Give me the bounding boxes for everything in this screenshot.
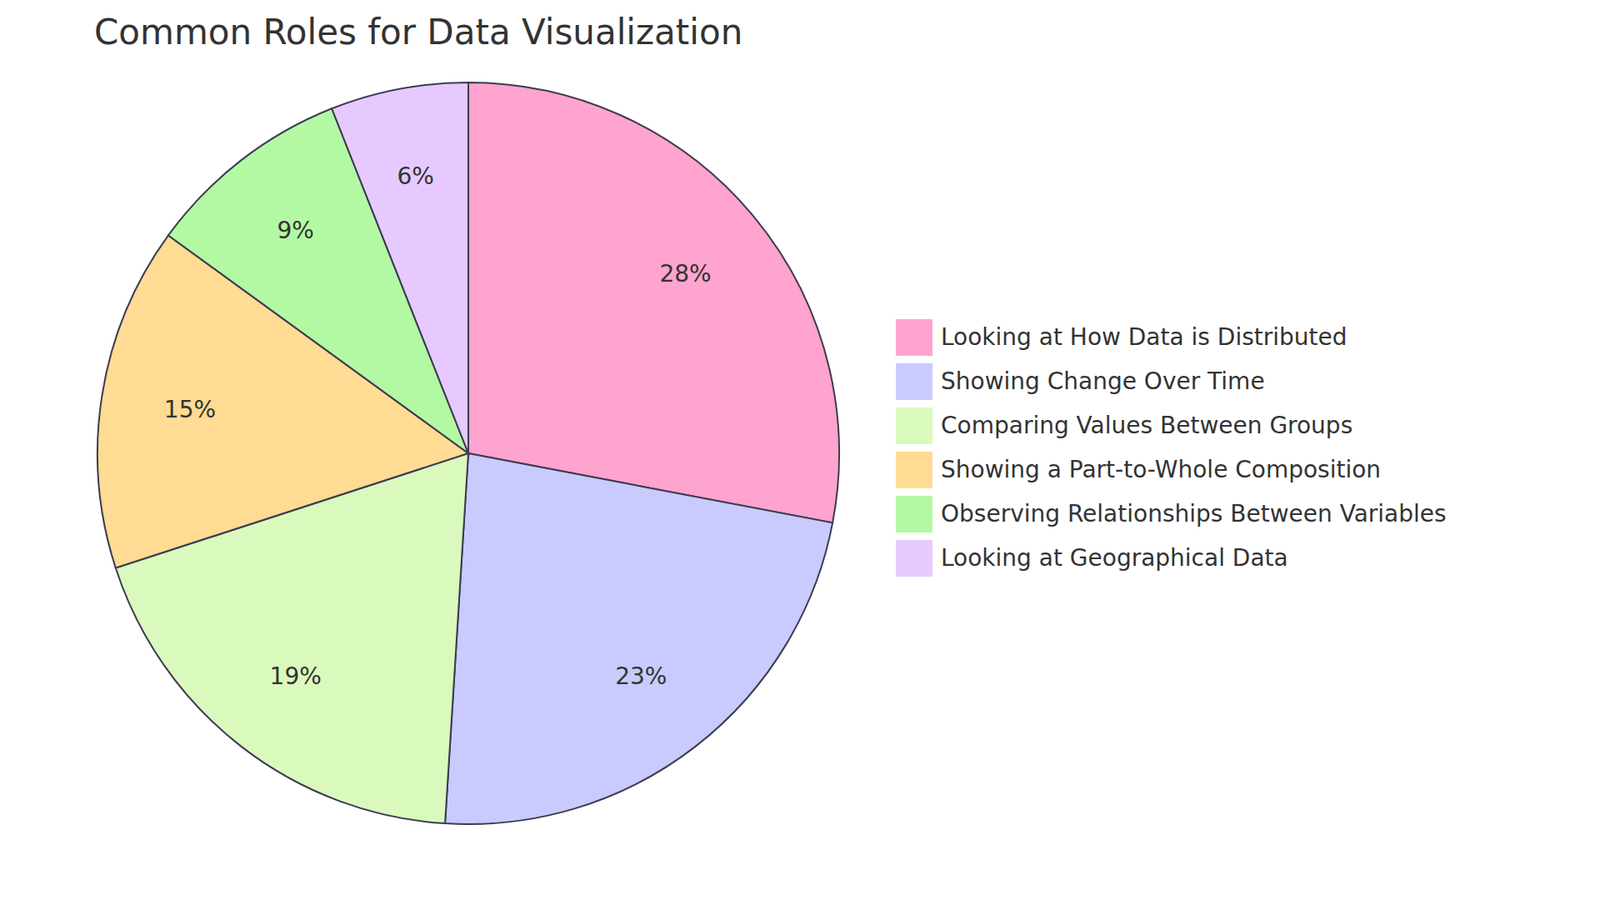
svg-text:9%: 9% [277, 216, 315, 245]
svg-text:6%: 6% [396, 162, 434, 190]
html-text:Observing Relationships Betwee: Observing Relationships Between Variable… [940, 500, 1447, 528]
html-text:Showing Change Over Time: Showing Change Over Time [940, 367, 1265, 395]
html-text:Showing a Part-to-Whole Compos: Showing a Part-to-Whole Composition [940, 455, 1381, 484]
html-text:Common Roles for Data Visualiz: Common Roles for Data Visualization [94, 11, 743, 53]
svg-text:28%: 28% [659, 260, 711, 288]
svg-text:19%: 19% [270, 662, 322, 690]
html-text:Looking at How Data is Distrib: Looking at How Data is Distributed [940, 323, 1348, 351]
html-text:Comparing Values Between Group: Comparing Values Between Groups [940, 411, 1353, 440]
svg-text:15%: 15% [164, 395, 216, 424]
svg-text:23%: 23% [615, 662, 667, 690]
html-text:Looking at Geographical Data: Looking at Geographical Data [940, 544, 1289, 572]
